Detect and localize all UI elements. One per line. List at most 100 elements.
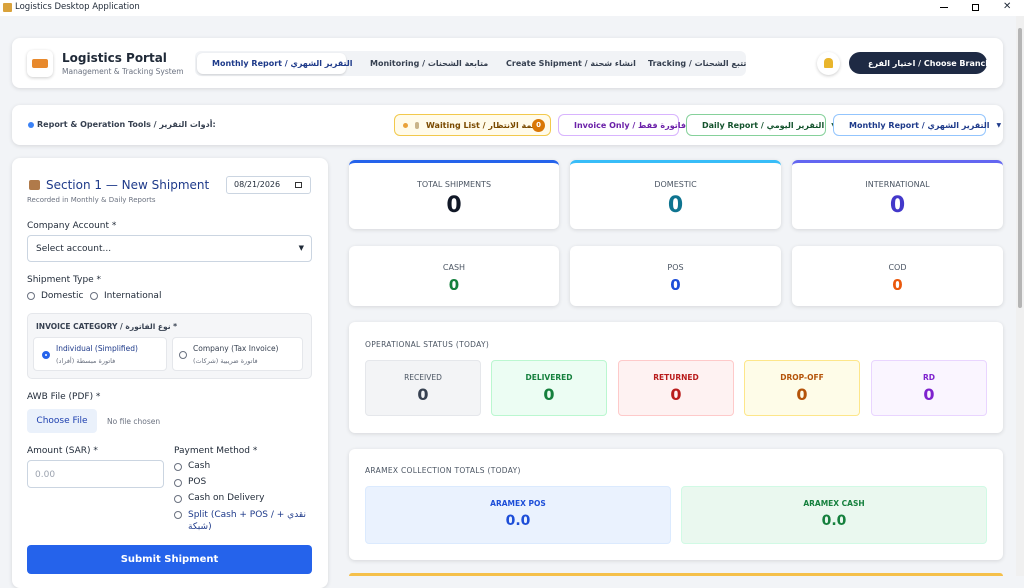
brand-title: Logistics Portal bbox=[62, 51, 167, 65]
radio-button[interactable] bbox=[90, 292, 98, 300]
radio-label: Domestic bbox=[41, 291, 84, 301]
radio-label: International bbox=[104, 291, 162, 301]
invoice-option-subtitle: فاتورة مبسطة (أفراد) bbox=[56, 357, 116, 365]
stat-value: 0 bbox=[667, 193, 684, 218]
calendar-icon bbox=[295, 182, 302, 188]
nav-tab[interactable]: Create Shipment / انشاء شحنة bbox=[491, 53, 636, 74]
stat-value: 0 bbox=[892, 276, 903, 294]
status-tile: DELIVERED 0 bbox=[491, 360, 607, 416]
aramex-tile: ARAMEX CASH 0.0 bbox=[681, 486, 987, 544]
field-label: Payment Method * bbox=[174, 446, 258, 456]
radio-label: Cash bbox=[188, 461, 211, 471]
select-placeholder: Select account... bbox=[36, 244, 112, 254]
next-panel-edge bbox=[349, 573, 1003, 576]
file-status: No file chosen bbox=[107, 417, 161, 426]
daily-report-button[interactable]: Daily Report / التقرير اليومي▼ bbox=[686, 114, 836, 136]
stat-card: CASH 0 bbox=[349, 246, 559, 306]
field-label: AWB File (PDF) * bbox=[27, 392, 101, 402]
status-label: DROP-OFF bbox=[780, 373, 824, 382]
date-value: 08/21/2026 bbox=[234, 180, 281, 189]
submit-button[interactable]: Submit Shipment bbox=[27, 545, 312, 574]
waiting-list-button[interactable]: Waiting List / قائمة الانتظار 0 bbox=[394, 114, 551, 136]
radio-label: POS bbox=[188, 477, 207, 487]
stat-value: 0 bbox=[889, 193, 906, 218]
radio-button[interactable] bbox=[174, 463, 182, 471]
form-icon bbox=[29, 180, 40, 190]
branch-button[interactable]: اختيار الفرع / Choose Branch bbox=[849, 52, 991, 74]
monthly-report-label: Monthly Report / التقرير الشهري bbox=[849, 120, 990, 130]
radio-button[interactable] bbox=[174, 495, 182, 503]
logo bbox=[27, 50, 53, 77]
radio-button[interactable] bbox=[179, 351, 187, 359]
company-select[interactable]: Select account... ▼ bbox=[27, 235, 312, 262]
form-title: Section 1 — New Shipment bbox=[46, 178, 210, 192]
shipment-form: Section 1 — New Shipment Recorded in Mon… bbox=[12, 158, 328, 588]
aramex-tile: ARAMEX POS 0.0 bbox=[365, 486, 671, 544]
status-tile: RECEIVED 0 bbox=[365, 360, 481, 416]
stat-label: DOMESTIC bbox=[654, 180, 697, 189]
invoice-option[interactable]: Individual (Simplified) فاتورة مبسطة (أف… bbox=[33, 337, 167, 371]
status-tile: DROP-OFF 0 bbox=[744, 360, 860, 416]
invoice-only-button[interactable]: Invoice Only / فاتورة فقط bbox=[558, 114, 686, 136]
nav-tab[interactable]: Tracking / تتبع الشحنات bbox=[633, 53, 747, 74]
invoice-option[interactable]: Company (Tax Invoice) فاتورة ضريبية (شرك… bbox=[172, 337, 303, 371]
aramex-panel: ARAMEX COLLECTION TOTALS (TODAY) ARAMEX … bbox=[349, 449, 1003, 560]
aramex-label: ARAMEX POS bbox=[490, 499, 546, 508]
title-bar: Logistics Desktop Application ✕ bbox=[0, 0, 1024, 16]
scroll-thumb[interactable] bbox=[1018, 28, 1022, 308]
window-title: Logistics Desktop Application bbox=[15, 2, 140, 12]
nav-tab[interactable]: Monitoring / متابعة الشحنات bbox=[355, 53, 488, 74]
status-label: RETURNED bbox=[653, 373, 699, 382]
tab-label: Monitoring / متابعة الشحنات bbox=[370, 59, 489, 68]
daily-report-label: Daily Report / التقرير اليومي bbox=[702, 120, 825, 130]
stat-card: INTERNATIONAL 0 bbox=[792, 160, 1003, 229]
stat-card: COD 0 bbox=[792, 246, 1003, 306]
invoice-category: INVOICE CATEGORY / نوع الفاتورة * Indivi… bbox=[27, 313, 312, 379]
brand-subtitle: Management & Tracking System bbox=[62, 67, 184, 76]
operational-panel: OPERATIONAL STATUS (TODAY) RECEIVED 0 DEL… bbox=[349, 322, 1003, 433]
choose-file-button[interactable]: Choose File bbox=[27, 409, 97, 433]
stat-card: TOTAL SHIPMENTS 0 bbox=[349, 160, 559, 229]
status-label: RECEIVED bbox=[404, 373, 442, 382]
date-input[interactable]: 08/21/2026 bbox=[226, 176, 311, 194]
status-value: 0 bbox=[796, 385, 808, 404]
panel-title: OPERATIONAL STATUS (TODAY) bbox=[365, 340, 490, 349]
status-value: 0 bbox=[543, 385, 555, 404]
toolbar: Report & Operation Tools / أدوات التقرير… bbox=[12, 105, 1003, 145]
panel-title: ARAMEX COLLECTION TOTALS (TODAY) bbox=[365, 466, 521, 475]
radio-label: Cash on Delivery bbox=[188, 493, 265, 503]
radio-button[interactable] bbox=[174, 511, 182, 519]
waiting-count-badge: 0 bbox=[532, 119, 545, 132]
notification-bell[interactable] bbox=[817, 52, 840, 75]
monthly-report-button[interactable]: Monthly Report / التقرير الشهري ▼ bbox=[833, 114, 1001, 136]
status-tile: RETURNED 0 bbox=[618, 360, 734, 416]
close-button[interactable]: ✕ bbox=[1003, 1, 1012, 12]
amount-input[interactable]: 0.00 bbox=[27, 460, 164, 488]
tab-label: Tracking / تتبع الشحنات bbox=[648, 59, 747, 68]
radio-button[interactable] bbox=[174, 479, 182, 487]
field-label: Shipment Type * bbox=[27, 275, 102, 285]
stat-value: 0 bbox=[670, 276, 681, 294]
maximize-button[interactable] bbox=[972, 4, 979, 11]
status-label: DELIVERED bbox=[525, 373, 573, 382]
radio-button[interactable] bbox=[27, 292, 35, 300]
aramex-value: 0.0 bbox=[821, 513, 847, 529]
toolbar-dot bbox=[28, 122, 34, 128]
amount-placeholder: 0.00 bbox=[35, 470, 56, 480]
aramex-label: ARAMEX CASH bbox=[803, 499, 865, 508]
radio-button[interactable] bbox=[42, 351, 50, 359]
minimize-button[interactable] bbox=[940, 7, 948, 8]
nav-tab[interactable]: Monthly Report / التقرير الشهري bbox=[197, 53, 352, 74]
field-label: Company Account * bbox=[27, 221, 117, 231]
stat-label: POS bbox=[667, 263, 684, 272]
status-value: 0 bbox=[923, 385, 935, 404]
stat-label: CASH bbox=[442, 263, 466, 272]
status-label: RD bbox=[922, 373, 935, 382]
invoice-option-title: Company (Tax Invoice) bbox=[193, 344, 279, 353]
bell-icon bbox=[824, 58, 833, 68]
header: Logistics Portal Management & Tracking S… bbox=[12, 38, 1003, 88]
status-value: 0 bbox=[417, 385, 429, 404]
status-value: 0 bbox=[670, 385, 682, 404]
invoice-only-label: Invoice Only / فاتورة فقط bbox=[574, 120, 686, 130]
